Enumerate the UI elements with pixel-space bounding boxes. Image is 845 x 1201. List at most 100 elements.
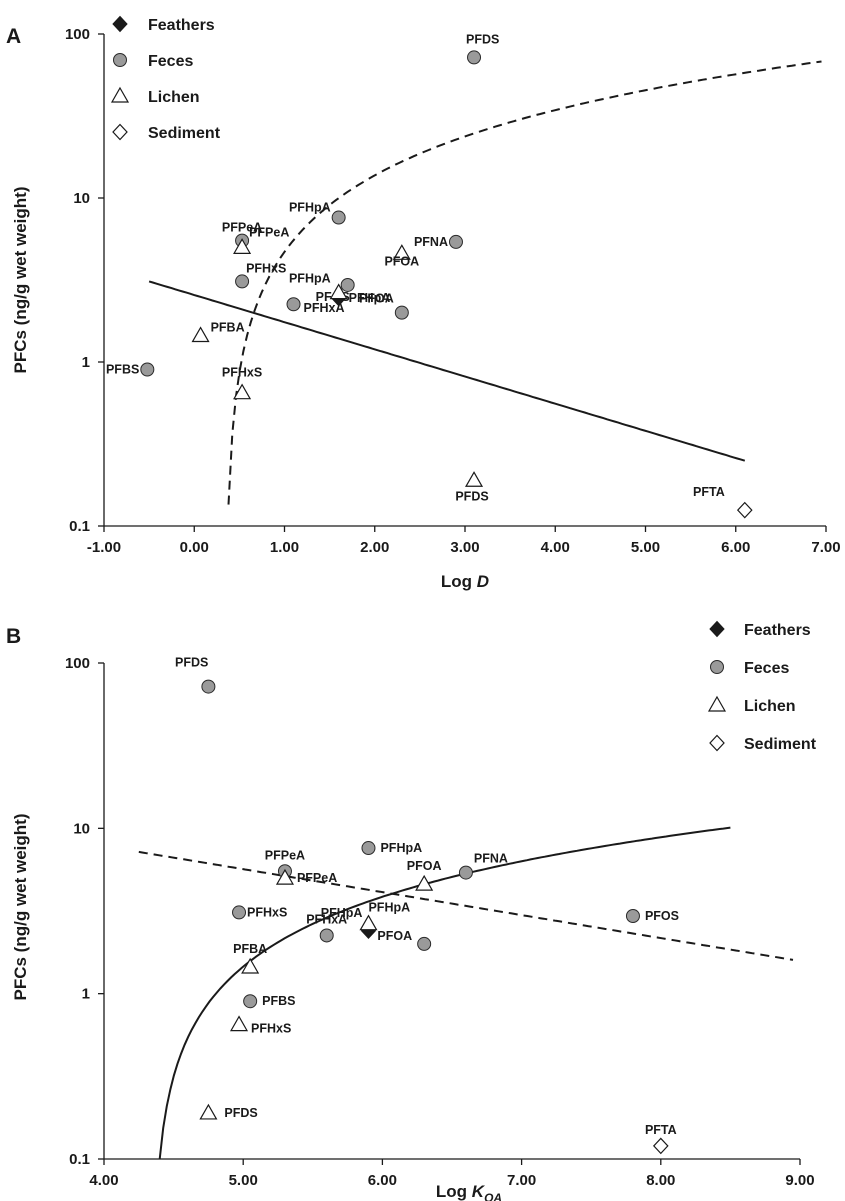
solid-fit-line (158, 826, 731, 1160)
panel-letter: B (6, 625, 21, 648)
legend-marker-lichen (110, 86, 130, 103)
data-point-feces (331, 210, 346, 225)
legend-marker-lichen (707, 695, 727, 712)
data-point-lichen (329, 283, 348, 300)
data-label: PFHxS (246, 261, 286, 275)
data-label: PFHxA (304, 301, 345, 315)
data-label: PFDS (175, 656, 208, 670)
data-point-lichen (359, 914, 378, 931)
x-tick-label: 3.00 (450, 539, 479, 556)
legend-label-feathers: Feathers (148, 17, 215, 34)
data-point-feces (417, 936, 432, 951)
legend-marker-sediment (112, 123, 128, 141)
legend-label-feces: Feces (148, 53, 193, 70)
data-point-feces (394, 305, 409, 320)
data-label: PFHpA (289, 201, 331, 215)
data-point-lichen (275, 868, 294, 885)
data-label: PFNA (414, 235, 448, 249)
dashed-fit-line (227, 60, 822, 505)
data-point-sediment (736, 501, 753, 519)
data-label: PFDS (455, 489, 488, 503)
data-point-lichen (229, 1015, 249, 1032)
data-point-feces (232, 905, 247, 920)
data-point-lichen (392, 244, 411, 260)
data-label: PFPeA (297, 871, 337, 885)
data-point-lichen (233, 383, 252, 400)
data-point-feces (201, 679, 216, 694)
y-axis-title: PFCs (ng/g wet weight) (11, 187, 30, 374)
legend-label-lichen: Lichen (744, 698, 796, 715)
data-point-feces (319, 928, 334, 943)
x-tick-label: 9.00 (785, 1172, 814, 1189)
data-label: PFHxS (251, 1022, 291, 1036)
data-label: PFNA (474, 852, 508, 866)
data-point-feces (458, 865, 473, 880)
x-tick-label: 7.00 (507, 1172, 536, 1189)
legend-label-feces: Feces (744, 660, 789, 677)
data-point-feces (467, 50, 482, 65)
x-tick-label: 0.00 (180, 539, 209, 556)
data-label: PFHpA (380, 841, 422, 855)
data-point-feces (286, 297, 301, 312)
x-tick-label: 6.00 (721, 539, 750, 556)
data-point-lichen (191, 326, 210, 343)
legend-marker-feces (710, 660, 724, 674)
data-label: PFOS (645, 909, 679, 923)
legend-marker-sediment (709, 734, 725, 752)
panel-letter: A (6, 25, 21, 48)
data-point-feces (235, 274, 250, 289)
data-point-lichen (199, 1103, 218, 1120)
data-point-feces (625, 908, 640, 923)
x-tick-label: 8.00 (646, 1172, 675, 1189)
legend-label-lichen: Lichen (148, 89, 200, 106)
data-point-feces (140, 362, 155, 377)
data-label: PFPeA (265, 848, 305, 862)
y-tick-label: 0.1 (69, 1151, 90, 1168)
data-point-sediment (652, 1137, 669, 1155)
x-axis-title: Log KOA (436, 1182, 502, 1201)
data-label: PFBA (211, 321, 245, 335)
legend-marker-feces (113, 53, 127, 67)
y-tick-label: 1 (82, 354, 90, 371)
y-tick-label: 100 (65, 655, 90, 672)
data-point-feces (448, 234, 463, 249)
x-tick-label: 6.00 (368, 1172, 397, 1189)
x-tick-label: 5.00 (229, 1172, 258, 1189)
legend-label-sediment: Sediment (148, 125, 221, 142)
legend-label-sediment: Sediment (744, 736, 817, 753)
data-label: PFHpA (368, 901, 410, 915)
y-tick-label: 10 (73, 190, 90, 207)
data-label: PFBS (106, 363, 139, 377)
panel-a: A 0.1 1 10 100 -1.00 0.00 1.00 2.00 3.00 4.00 5.00 6… (6, 15, 841, 591)
data-label: PFHpA (349, 291, 391, 305)
x-tick-label: 7.00 (811, 539, 840, 556)
data-label: PFOA (359, 292, 394, 306)
data-point-lichen (464, 471, 484, 487)
data-point-lichen (241, 957, 260, 974)
legend-marker-feathers (709, 620, 725, 638)
x-tick-label: 4.00 (541, 539, 570, 556)
legend-label-feathers: Feathers (744, 622, 811, 639)
y-tick-label: 0.1 (69, 518, 90, 535)
y-axis-title: PFCs (ng/g wet weight) (11, 814, 30, 1001)
x-tick-label: 2.00 (360, 539, 389, 556)
data-label: PFHpA (289, 272, 331, 286)
data-label: PFPeA (222, 220, 262, 234)
y-tick-label: 1 (82, 986, 90, 1003)
data-point-feces (361, 841, 376, 856)
panel-b: B 0.1 1 10 100 4.00 5.00 6.00 7.00 8.00 9.00 PFCs (… (6, 620, 817, 1201)
data-point-lichen (415, 874, 434, 891)
x-tick-label: 4.00 (89, 1172, 118, 1189)
legend-marker-feathers (112, 15, 128, 33)
data-point-feces (340, 277, 355, 292)
y-tick-label: 10 (73, 820, 90, 837)
data-label: PFPeA (249, 226, 289, 240)
data-point-feces (243, 994, 258, 1009)
data-label: PFHxS (222, 366, 262, 380)
y-tick-label: 100 (65, 26, 90, 43)
x-tick-label: 1.00 (270, 539, 299, 556)
data-label: PFBA (233, 942, 267, 956)
data-label: PFTA (693, 485, 725, 499)
x-tick-label: 5.00 (631, 539, 660, 556)
